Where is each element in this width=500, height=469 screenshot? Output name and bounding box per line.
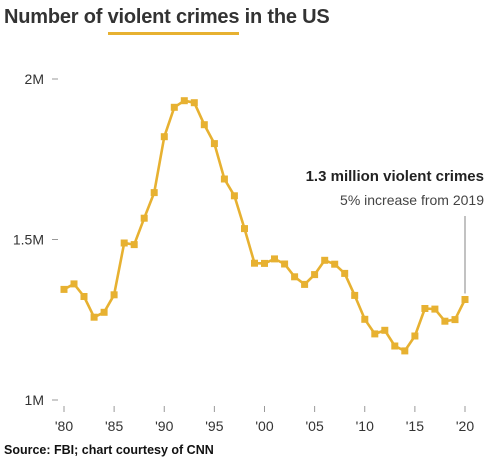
data-point-1991 — [170, 103, 178, 111]
data-point-1996 — [220, 175, 228, 183]
data-point-2016 — [421, 305, 429, 312]
data-point-2008 — [341, 269, 349, 277]
data-point-2020 — [461, 296, 469, 303]
data-point-2017 — [431, 305, 439, 313]
y-tick-label-2: 2M — [25, 71, 44, 87]
x-tick-label-8: '20 — [456, 418, 474, 434]
x-tick-label-4: '00 — [255, 418, 273, 434]
x-tick-label-6: '10 — [356, 418, 374, 434]
x-axis: '80 '85 '90 '95 '00 '05 '10 '15 '20 — [55, 406, 474, 434]
data-point-1984 — [100, 308, 108, 316]
x-tick-label-2: '90 — [155, 418, 173, 434]
data-point-1990 — [160, 133, 168, 141]
chart-title-text: Number of violent crimes in the US — [4, 6, 330, 35]
x-tick-label-0: '80 — [55, 418, 73, 434]
data-point-2003 — [291, 273, 299, 281]
y-tick-label-0: 1M — [25, 392, 44, 408]
data-point-2015 — [411, 332, 419, 340]
data-point-1981 — [70, 280, 78, 288]
data-point-2011 — [371, 330, 379, 338]
x-tick-label-1: '85 — [105, 418, 123, 434]
data-point-1985 — [110, 291, 118, 299]
chart-title: Number of violent crimes in the US — [4, 6, 330, 35]
data-point-2012 — [381, 326, 389, 334]
x-tick-label-5: '05 — [306, 418, 324, 434]
data-point-1983 — [90, 313, 98, 321]
x-tick-label-7: '15 — [406, 418, 424, 434]
data-point-1988 — [140, 214, 148, 222]
annotation-subtitle: 5% increase from 2019 — [340, 192, 484, 208]
data-point-1989 — [150, 189, 158, 197]
y-axis: 1M 1.5M 2M — [13, 71, 58, 408]
annotation-title: 1.3 million violent crimes — [306, 168, 484, 185]
title-prefix: Number of — [4, 6, 108, 28]
data-point-2013 — [391, 342, 399, 350]
title-suffix: in the US — [239, 6, 330, 28]
data-point-1994 — [200, 121, 208, 129]
data-point-1980 — [60, 285, 68, 293]
series-line-violent-crimes — [63, 99, 467, 353]
data-point-2010 — [361, 315, 369, 323]
data-point-2019 — [451, 316, 459, 324]
data-point-2004 — [301, 280, 309, 288]
data-point-2001 — [271, 255, 278, 263]
data-points — [60, 97, 469, 355]
data-point-1992 — [180, 97, 188, 105]
data-point-1997 — [230, 192, 238, 200]
x-tick-label-3: '95 — [205, 418, 223, 434]
data-point-1999 — [251, 259, 258, 267]
data-point-2018 — [441, 317, 449, 325]
data-point-2000 — [261, 259, 268, 267]
title-highlight: violent crimes — [107, 6, 240, 35]
data-point-1995 — [210, 140, 218, 148]
data-point-2009 — [351, 291, 359, 299]
data-point-1982 — [80, 293, 88, 300]
data-point-2002 — [281, 260, 289, 268]
data-point-2014 — [401, 347, 409, 355]
data-point-1987 — [130, 241, 138, 249]
data-point-1993 — [190, 99, 198, 107]
data-point-2007 — [331, 260, 339, 268]
data-point-1998 — [241, 225, 248, 233]
source-note: Source: FBI; chart courtesy of CNN — [4, 443, 214, 457]
data-point-2005 — [311, 271, 319, 279]
data-point-2006 — [321, 256, 329, 264]
data-point-1986 — [120, 239, 128, 247]
y-tick-label-1: 1.5M — [13, 232, 44, 248]
